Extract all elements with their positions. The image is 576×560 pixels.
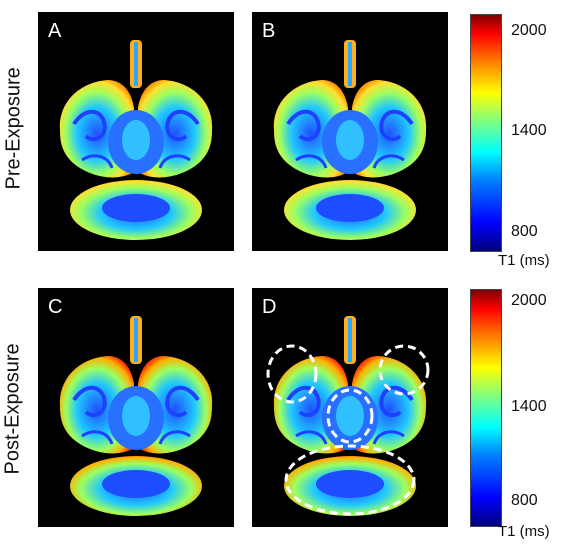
central-core	[122, 396, 150, 436]
colorbar-top-mid: 1400	[511, 122, 547, 139]
left-lower-fold	[81, 430, 114, 445]
right-lower-fold	[158, 154, 191, 169]
highlight-ring-center	[326, 388, 374, 444]
left-cortex-fold	[286, 385, 321, 418]
olfactory-core	[134, 318, 138, 362]
olfactory-core	[348, 318, 352, 362]
cerebellum-core	[102, 194, 170, 222]
cerebellum-core	[316, 470, 384, 498]
olfactory-core	[348, 42, 352, 86]
brain-map-d	[266, 316, 430, 516]
central-core	[336, 396, 364, 436]
row-label-pre-exposure: Pre-Exposure	[2, 67, 25, 190]
left-cortex-fold	[286, 109, 321, 142]
highlight-ring-right	[378, 344, 430, 396]
left-lower-fold	[295, 430, 328, 445]
colorbar-top-min: 800	[511, 223, 538, 240]
cerebellum-core	[102, 470, 170, 498]
panel-label-a: A	[48, 20, 62, 42]
left-lower-fold	[295, 154, 328, 169]
left-cortex-fold	[72, 385, 107, 418]
right-cortex-fold	[379, 385, 414, 418]
brain-map-a	[59, 40, 213, 240]
olfactory-core	[134, 42, 138, 86]
colorbar-bottom-unit: T1 (ms)	[498, 523, 550, 540]
left-cortex-fold	[72, 109, 107, 142]
right-lower-fold	[372, 154, 405, 169]
panel-label-c: C	[48, 296, 63, 318]
panel-d: D	[252, 288, 448, 527]
brain-map-b	[273, 40, 427, 240]
central-core	[336, 120, 364, 160]
colorbar-top	[470, 14, 502, 252]
highlight-ring-cerebellum	[284, 444, 416, 516]
colorbar-top-unit: T1 (ms)	[498, 252, 550, 269]
panel-a: A	[38, 12, 234, 251]
highlight-ring-left	[266, 344, 318, 404]
colorbar-top-max: 2000	[511, 22, 547, 39]
brain-map-c	[59, 316, 213, 516]
right-lower-fold	[158, 430, 191, 445]
colorbar-bottom	[470, 289, 502, 527]
right-lower-fold	[372, 430, 405, 445]
right-cortex-fold	[165, 385, 200, 418]
cerebellum-core	[316, 194, 384, 222]
central-core	[122, 120, 150, 160]
panel-b: B	[252, 12, 448, 251]
colorbar-bottom-min: 800	[511, 492, 538, 509]
colorbar-bottom-mid: 1400	[511, 398, 547, 415]
row-label-post-exposure: Post-Exposure	[1, 343, 24, 475]
panel-label-b: B	[262, 20, 276, 42]
left-lower-fold	[81, 154, 114, 169]
panel-label-d: D	[262, 296, 277, 318]
right-cortex-fold	[379, 109, 414, 142]
colorbar-bottom-max: 2000	[511, 292, 547, 309]
right-cortex-fold	[165, 109, 200, 142]
panel-c: C	[38, 288, 234, 527]
